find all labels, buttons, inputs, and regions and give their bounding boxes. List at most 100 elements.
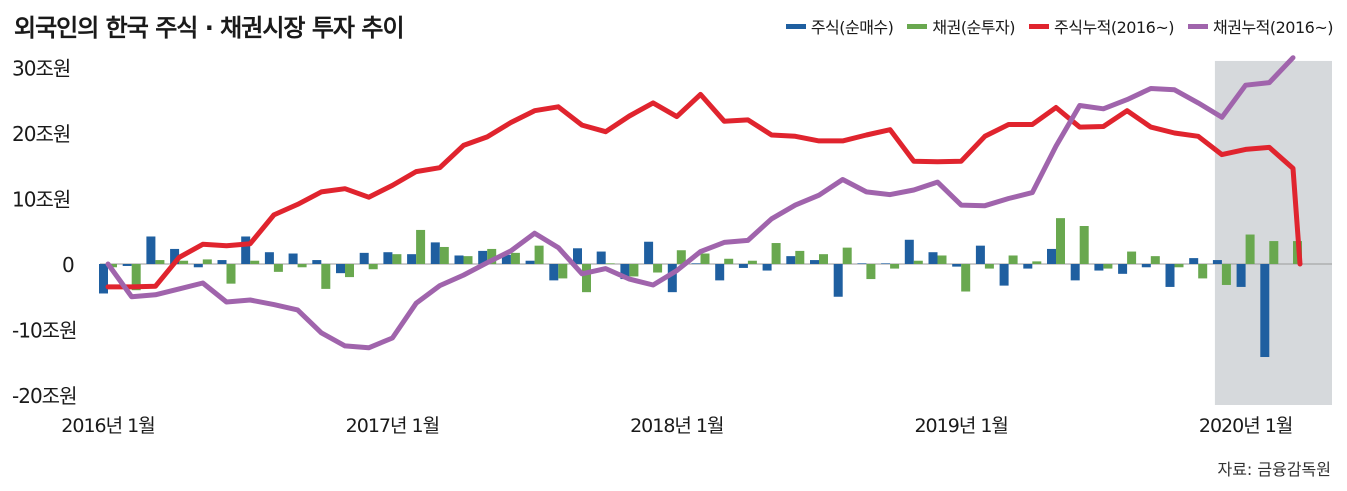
- bar-bond-net: [534, 245, 544, 264]
- bar-stock-net: [407, 254, 417, 264]
- bar-bond-net: [771, 243, 781, 264]
- bar-bond-net: [1174, 264, 1184, 268]
- bar-stock-net: [1047, 248, 1056, 264]
- bar-bond-net: [1221, 264, 1231, 285]
- bar-bond-net: [321, 264, 331, 289]
- bar-bond-net: [1127, 251, 1137, 264]
- bar-stock-net: [975, 245, 985, 264]
- bar-stock-net: [170, 248, 180, 264]
- bar-stock-net: [264, 252, 274, 264]
- bar-bond-net: [605, 263, 615, 264]
- bar-bond-net: [273, 264, 283, 272]
- bar-stock-net: [122, 264, 132, 266]
- bar-stock-net: [667, 264, 677, 293]
- bar-stock-net: [1070, 264, 1080, 281]
- legend-swatch-stock-cumulative: [1029, 23, 1049, 29]
- bar-bond-net: [108, 264, 117, 268]
- bar-stock-net: [288, 253, 298, 264]
- bar-bond-net: [961, 264, 971, 292]
- y-tick-label: 30조원: [12, 57, 70, 81]
- bar-bond-net: [913, 260, 923, 264]
- bar-bond-net: [487, 248, 497, 264]
- bar-bond-net: [676, 250, 686, 264]
- bar-stock-net: [336, 264, 345, 274]
- legend-label-stock-net: 주식(순매수): [810, 18, 894, 37]
- bar-stock-net: [312, 260, 322, 264]
- bar-bond-net: [368, 264, 378, 270]
- legend-swatch-bond-cumulative: [1188, 23, 1208, 29]
- legend-swatch-bond-net: [907, 23, 928, 29]
- bar-stock-net: [1118, 264, 1128, 274]
- x-tick-label: 2019년 1월: [914, 415, 1007, 437]
- bar-bond-net: [842, 247, 852, 264]
- bar-stock-net: [501, 254, 511, 264]
- bar-bond-net: [1056, 218, 1065, 264]
- bar-stock-net: [1212, 260, 1222, 264]
- bar-bond-net: [416, 229, 426, 264]
- bar-stock-net: [1165, 264, 1175, 287]
- bar-bond-net: [582, 264, 591, 293]
- bar-stock-net: [881, 263, 891, 264]
- bar-bond-net: [700, 253, 710, 264]
- shaded-period: [1214, 60, 1332, 405]
- bar-stock-net: [1141, 264, 1151, 268]
- bar-bond-net: [1198, 264, 1208, 279]
- line-bond-cumulative: [105, 55, 1296, 351]
- y-tick-label: 20조원: [12, 122, 70, 146]
- legend-item-stock-cumulative: 주식누적(2016~): [1029, 14, 1175, 38]
- y-tick-label: -10조원: [12, 319, 76, 343]
- bar-stock-net: [193, 264, 203, 268]
- y-tick-label: 0: [62, 253, 74, 277]
- bar-stock-net: [525, 260, 535, 264]
- legend-item-bond-cumulative: 채권누적(2016~): [1188, 14, 1334, 38]
- bar-bond-net: [890, 264, 900, 269]
- bar-stock-net: [596, 251, 606, 264]
- bar-bond-net: [131, 264, 141, 291]
- bar-stock-net: [833, 264, 843, 297]
- x-tick-label: 2016년 1월: [61, 415, 154, 437]
- legend: 주식(순매수) 채권(순투자) 주식누적(2016~) 채권누적(2016~): [785, 14, 1334, 38]
- bar-bond-net: [179, 260, 189, 264]
- bar-bond-net: [345, 264, 354, 278]
- bar-stock-net: [786, 256, 796, 264]
- bar-bond-net: [653, 264, 663, 273]
- bar-bond-net: [558, 264, 568, 279]
- bar-stock-net: [1189, 258, 1199, 264]
- bar-bond-net: [724, 258, 734, 264]
- bar-stock-net: [1094, 264, 1104, 271]
- bar-stock-net: [478, 250, 488, 264]
- bar-bond-net: [202, 259, 212, 264]
- bar-stock-net: [359, 252, 369, 264]
- bar-stock-net: [217, 260, 227, 264]
- bar-stock-net: [99, 264, 108, 294]
- bar-stock-net: [715, 264, 725, 281]
- legend-swatch-stock-net: [785, 23, 806, 29]
- bar-stock-net: [1023, 264, 1033, 269]
- chart-title: 외국인의 한국 주식 · 채권시장 투자 추이: [14, 14, 405, 42]
- bar-stock-net: [620, 264, 630, 280]
- bar-stock-net: [738, 264, 748, 268]
- bar-bond-net: [984, 264, 994, 269]
- x-tick-label: 2018년 1월: [630, 415, 723, 437]
- x-tick-label: 2017년 1월: [346, 415, 439, 437]
- line-stock-cumulative: [105, 91, 1303, 290]
- source-note: 자료: 금융감독원: [1217, 460, 1331, 479]
- bar-bond-net: [1269, 241, 1279, 264]
- bar-bond-net: [629, 264, 639, 277]
- bar-bond-net: [795, 250, 805, 264]
- bar-bond-net: [439, 246, 449, 264]
- bar-stock-net: [549, 264, 559, 281]
- bar-bond-net: [866, 264, 876, 280]
- bar-stock-net: [691, 263, 701, 264]
- bar-bond-net: [1103, 264, 1113, 269]
- bar-bond-net: [747, 260, 757, 264]
- bar-bond-net: [819, 254, 828, 264]
- legend-label-bond-net: 채권(순투자): [932, 18, 1015, 37]
- bar-stock-net: [644, 241, 654, 264]
- bar-stock-net: [1260, 264, 1270, 358]
- bar-bond-net: [463, 256, 473, 264]
- legend-item-bond-net: 채권(순투자): [907, 14, 1015, 38]
- bar-stock-net: [762, 264, 772, 271]
- bar-bond-net: [937, 255, 947, 264]
